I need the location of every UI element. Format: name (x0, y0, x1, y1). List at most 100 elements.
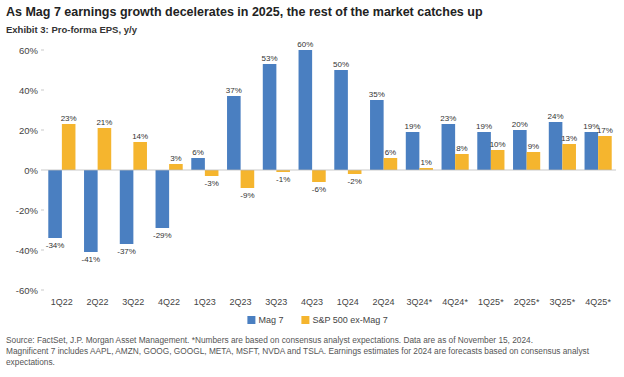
source: Source: FactSet, J.P. Morgan Asset Manag… (6, 335, 590, 367)
x-tick-label: 2Q23 (230, 297, 252, 307)
bars (48, 50, 611, 252)
y-tick-label: 0% (24, 165, 38, 176)
y-tick-label: -60% (16, 285, 39, 296)
data-label: 6% (385, 148, 397, 157)
x-tick-label: 1Q25* (478, 297, 504, 307)
y-tick-label: -20% (16, 205, 39, 216)
bar (527, 152, 541, 170)
data-label: 53% (262, 54, 278, 63)
data-label: 19% (476, 122, 492, 131)
x-tick-label: 1Q23 (194, 297, 216, 307)
data-label: 20% (512, 120, 528, 129)
bar (133, 142, 147, 170)
bar (62, 124, 76, 170)
data-label: 13% (561, 134, 577, 143)
bar (562, 144, 576, 170)
chart: As Mag 7 earnings growth decelerates in … (0, 0, 624, 377)
title: As Mag 7 earnings growth decelerates in … (6, 5, 483, 19)
tick-mark (41, 290, 44, 291)
x-tick-label: 1Q22 (51, 297, 73, 307)
data-label: 9% (528, 142, 540, 151)
data-labels: -34% -41% -37% -29% 6% 37% 53% 60% 50% 35% 19% 23% 1… (46, 40, 613, 264)
bar (549, 122, 563, 170)
bar (513, 130, 527, 170)
bar (98, 128, 112, 170)
data-label: 19% (405, 122, 421, 131)
data-label: 10% (490, 140, 506, 149)
data-label: 6% (192, 148, 204, 157)
data-label: 50% (333, 60, 349, 69)
legend-swatch (247, 316, 255, 324)
x-tick-label: 2Q24 (373, 297, 395, 307)
data-label: 60% (297, 40, 313, 49)
bar (48, 170, 62, 238)
legend: Mag 7 S&P 500 ex-Mag 7 (247, 315, 387, 325)
y-tick-label: 20% (19, 125, 39, 136)
y-tick-label: 40% (19, 85, 39, 96)
bar (477, 132, 491, 170)
bar (384, 158, 398, 170)
data-label: -34% (46, 241, 65, 250)
tick-mark (41, 90, 44, 91)
data-label: 37% (226, 86, 242, 95)
bar (156, 170, 170, 228)
baseline (44, 170, 616, 171)
bar (120, 170, 134, 244)
legend-swatch (301, 316, 309, 324)
y-axis: -60% -40% -20% 0% 20% 40% 60% (16, 45, 44, 296)
subtitle: Exhibit 3: Pro-forma EPS, y/y (6, 24, 138, 35)
bar (370, 100, 384, 170)
data-label: 14% (132, 132, 148, 141)
bar (406, 132, 420, 170)
x-tick-label: 3Q22 (122, 297, 144, 307)
tick-mark (41, 250, 44, 251)
bar (227, 96, 241, 170)
data-label: 23% (61, 114, 77, 123)
source-note: expectations. (6, 357, 55, 367)
data-label: -2% (348, 177, 362, 186)
data-label: -9% (240, 191, 254, 200)
tick-mark (41, 130, 44, 131)
data-label: -1% (276, 175, 290, 184)
bar (334, 70, 348, 170)
x-tick-label: 1Q24 (337, 297, 359, 307)
x-tick-label: 4Q25* (585, 297, 611, 307)
bar (169, 164, 183, 170)
bar (491, 150, 505, 170)
x-tick-label: 4Q22 (158, 297, 180, 307)
x-tick-label: 2Q22 (87, 297, 109, 307)
bar (585, 132, 599, 170)
tick-mark (41, 50, 44, 51)
data-label: -3% (205, 179, 219, 188)
tick-mark (41, 210, 44, 211)
bar (84, 170, 98, 252)
y-tick-label: 60% (19, 45, 39, 56)
data-label: 23% (440, 114, 456, 123)
data-label: -37% (117, 247, 136, 256)
x-tick-label: 4Q24* (442, 297, 468, 307)
x-tick-label: 3Q23 (265, 297, 287, 307)
legend-label: S&P 500 ex-Mag 7 (312, 315, 387, 325)
data-label: 35% (369, 90, 385, 99)
bar (598, 136, 612, 170)
bar (312, 170, 326, 182)
x-tick-label: 3Q24* (407, 297, 433, 307)
data-label: 21% (96, 118, 112, 127)
x-tick-label: 4Q23 (301, 297, 323, 307)
bar (191, 158, 205, 170)
bar (455, 154, 469, 170)
bar (442, 124, 456, 170)
source-note: Source: FactSet, J.P. Morgan Asset Manag… (6, 335, 533, 345)
bar (348, 170, 362, 174)
tick-mark (41, 170, 44, 171)
data-label: -29% (153, 231, 172, 240)
data-label: -6% (312, 185, 326, 194)
data-label: 8% (456, 144, 468, 153)
legend-label: Mag 7 (258, 315, 283, 325)
bar (241, 170, 255, 188)
data-label: -41% (81, 255, 100, 264)
data-label: 24% (548, 112, 564, 121)
bar (205, 170, 219, 176)
y-tick-label: -40% (16, 245, 39, 256)
x-axis: 1Q22 2Q22 3Q22 4Q22 1Q23 2Q23 3Q23 4Q23 1Q24 2Q24… (51, 297, 612, 307)
